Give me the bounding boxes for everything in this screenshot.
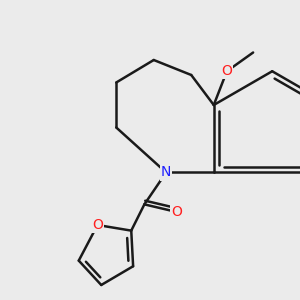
- Text: O: O: [221, 64, 232, 78]
- Text: O: O: [92, 218, 103, 232]
- Text: N: N: [161, 166, 171, 179]
- Text: O: O: [171, 205, 182, 219]
